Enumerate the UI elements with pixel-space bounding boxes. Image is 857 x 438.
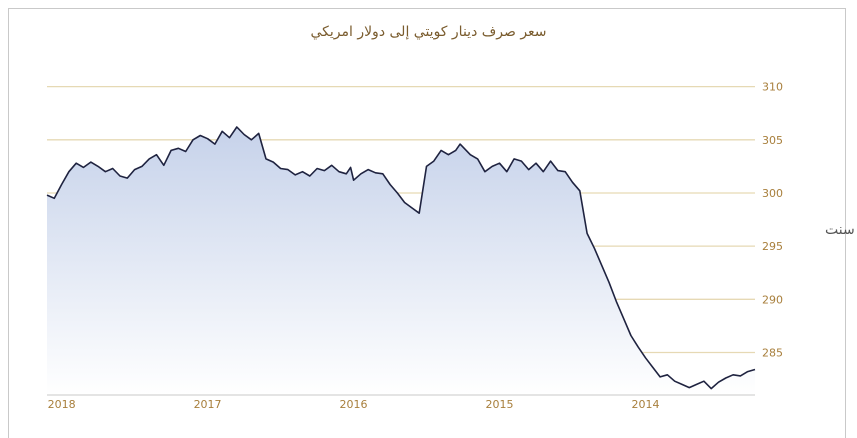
y-tick-label: 295 [762, 240, 783, 253]
y-tick-label: 290 [762, 293, 783, 306]
x-tick-label: 2014 [632, 398, 660, 411]
y-axis-label: سنت [825, 222, 855, 238]
x-tick-label: 2018 [48, 398, 76, 411]
y-tick-label: 285 [762, 346, 783, 359]
x-tick-label: 2016 [340, 398, 368, 411]
y-tick-labels: 310 305 300 295 290 285 [762, 81, 783, 360]
chart-title: سعر صرف دينار كويتي إلى دولار امريكي [310, 24, 547, 40]
x-tick-label: 2017 [194, 398, 222, 411]
series-line [46, 126, 756, 390]
y-tick-label: 305 [762, 134, 783, 147]
y-tick-label: 310 [762, 81, 783, 94]
y-tick-label: 300 [762, 187, 783, 200]
x-tick-label: 2015 [486, 398, 514, 411]
x-tick-labels: 2018 2017 2016 2015 2014 [48, 398, 660, 411]
area-fill [47, 127, 755, 395]
